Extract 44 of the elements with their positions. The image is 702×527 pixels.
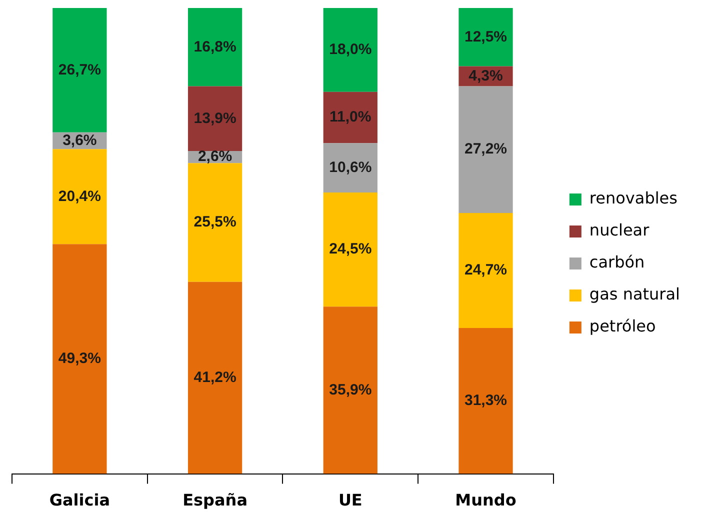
legend-label: carbón (589, 252, 645, 272)
data-label: 10,6% (329, 158, 372, 176)
bar (52, 244, 107, 474)
x-tick-label: España (182, 490, 248, 510)
bar (323, 306, 378, 474)
legend-label: petróleo (589, 316, 656, 336)
legend-label: gas natural (589, 284, 680, 304)
bar (188, 282, 242, 474)
bar (188, 86, 242, 151)
data-label: 11,0% (330, 108, 372, 126)
data-label: 18,0% (329, 41, 372, 58)
x-tick-label: Mundo (455, 490, 516, 510)
bar (323, 92, 378, 144)
data-label: 20,4% (58, 188, 101, 205)
data-label: 2,6% (198, 148, 232, 166)
bar (188, 8, 242, 86)
bar (458, 328, 513, 474)
legend-label: nuclear (589, 220, 650, 240)
data-label: 3,6% (62, 132, 97, 149)
data-label: 24,5% (329, 240, 372, 258)
bar (323, 143, 378, 192)
data-label: 49,3% (58, 350, 101, 368)
data-label: 13,9% (194, 110, 236, 127)
bar (188, 163, 242, 282)
data-label: 26,7% (58, 61, 101, 78)
legend-label: renovables (589, 188, 678, 208)
bar (458, 86, 513, 213)
data-label: 41,2% (194, 368, 236, 386)
bar (52, 149, 107, 244)
data-label: 25,5% (194, 214, 236, 231)
x-tick-label: Galicia (49, 490, 110, 510)
bar (458, 212, 513, 328)
data-label: 31,3% (464, 392, 508, 410)
bar (323, 192, 378, 307)
data-label: 27,2% (464, 140, 508, 158)
data-label: 24,7% (464, 262, 508, 279)
data-label: 35,9% (329, 381, 372, 398)
bar (323, 8, 378, 92)
data-label: 16,8% (194, 38, 236, 56)
bar (458, 8, 513, 66)
bar (52, 8, 107, 132)
x-tick-label: UE (338, 490, 362, 510)
data-label: 4,3% (468, 67, 503, 84)
data-label: 12,5% (464, 28, 508, 46)
